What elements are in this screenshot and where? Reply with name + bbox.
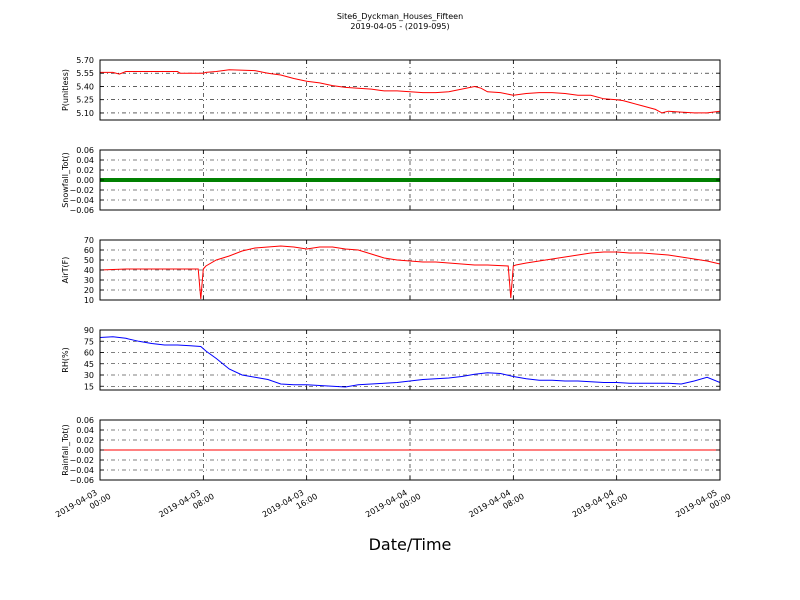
y-axis-label: Snowfall_Tot() [61, 152, 70, 208]
y-tick-label: 45 [84, 360, 94, 369]
y-tick-label: 0.06 [76, 416, 94, 425]
y-tick-label: 5.55 [76, 69, 94, 78]
y-tick-label: 40 [84, 266, 94, 275]
y-tick-label: −0.06 [69, 476, 94, 485]
series-line [99, 336, 721, 388]
y-tick-label: 70 [84, 236, 94, 245]
y-tick-label: −0.02 [69, 186, 94, 195]
panel-4: 0.060.040.020.00−0.02−0.04−0.06Rainfall_… [61, 416, 721, 485]
panel-1: 0.060.040.020.00−0.02−0.04−0.06Snowfall_… [61, 146, 721, 215]
y-tick-label: 75 [84, 337, 94, 346]
y-tick-label: 5.70 [76, 56, 94, 65]
y-tick-label: 0.04 [76, 156, 94, 165]
figure-subtitle: 2019-04-05 - (2019-095) [350, 22, 449, 31]
grid [100, 60, 720, 120]
y-tick-label: 0.02 [76, 436, 94, 445]
y-tick-label: 0.02 [76, 166, 94, 175]
y-tick-label: 30 [84, 276, 94, 285]
y-tick-label: 0.00 [76, 176, 94, 185]
y-tick-label: 5.25 [76, 96, 94, 105]
panels: 5.105.255.405.555.70P(unitless)0.060.040… [61, 56, 721, 485]
y-tick-label: −0.02 [69, 456, 94, 465]
y-tick-label: 10 [84, 296, 94, 305]
y-tick-label: −0.04 [69, 466, 94, 475]
series-line [99, 245, 721, 300]
y-tick-label: 0.06 [76, 146, 94, 155]
y-tick-label: 20 [84, 286, 94, 295]
y-axis-label: P(unitless) [61, 69, 70, 111]
figure-title: Site6_Dyckman_Houses_Fifteen [337, 12, 463, 21]
panel-3: 15 30 45 60 75 90 RH(%) [61, 326, 721, 391]
series-line [100, 69, 721, 114]
y-tick-label: −0.06 [69, 206, 94, 215]
y-tick-label: 5.40 [76, 82, 94, 91]
grid [100, 240, 720, 300]
panel-0: 5.10 5.25 5.40 5.55 5.70 P(unitless) [61, 56, 721, 121]
y-tick-label: 15 [84, 382, 94, 391]
y-axis-label: AirT(F) [61, 257, 70, 284]
y-tick-label: 50 [84, 256, 94, 265]
x-axis-label: Date/Time [369, 535, 452, 554]
y-tick-label: −0.04 [69, 196, 94, 205]
y-tick-label: 60 [84, 246, 94, 255]
y-tick-label: 60 [84, 349, 94, 358]
y-axis-label: Rainfall_Tot() [61, 424, 70, 476]
y-tick-label: 30 [84, 371, 94, 380]
y-tick-label: 5.10 [76, 109, 94, 118]
y-tick-label: 0.04 [76, 426, 94, 435]
y-tick-label: 0.00 [76, 446, 94, 455]
y-axis-label: RH(%) [61, 347, 70, 372]
y-tick-label: 90 [84, 326, 94, 335]
